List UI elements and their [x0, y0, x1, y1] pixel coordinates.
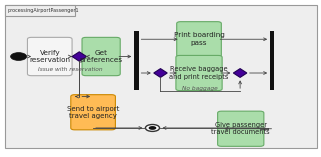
Text: Issue with reservation: Issue with reservation: [38, 67, 102, 72]
Text: Give passenger
travel documents: Give passenger travel documents: [212, 122, 270, 135]
Text: No baggage: No baggage: [182, 86, 218, 91]
FancyBboxPatch shape: [82, 37, 120, 76]
Circle shape: [11, 53, 27, 60]
FancyBboxPatch shape: [27, 37, 72, 76]
Text: Receive baggage
and print receipts: Receive baggage and print receipts: [169, 66, 229, 80]
Text: Print boarding
pass: Print boarding pass: [174, 32, 224, 46]
Polygon shape: [72, 52, 86, 61]
Text: Verify
reservation: Verify reservation: [29, 50, 70, 63]
Text: Get
preferences: Get preferences: [80, 50, 123, 63]
Text: processingAirportPassenger1: processingAirportPassenger1: [7, 8, 79, 14]
FancyBboxPatch shape: [5, 5, 75, 16]
Text: Send to airport
travel agency: Send to airport travel agency: [67, 106, 119, 119]
Circle shape: [149, 126, 156, 130]
FancyBboxPatch shape: [176, 55, 222, 91]
FancyBboxPatch shape: [218, 111, 264, 146]
Polygon shape: [154, 69, 167, 77]
FancyBboxPatch shape: [177, 22, 221, 57]
Circle shape: [145, 125, 160, 131]
Bar: [270, 31, 274, 90]
FancyBboxPatch shape: [5, 5, 317, 148]
Bar: [134, 31, 138, 90]
Polygon shape: [233, 69, 247, 77]
FancyBboxPatch shape: [71, 95, 115, 130]
